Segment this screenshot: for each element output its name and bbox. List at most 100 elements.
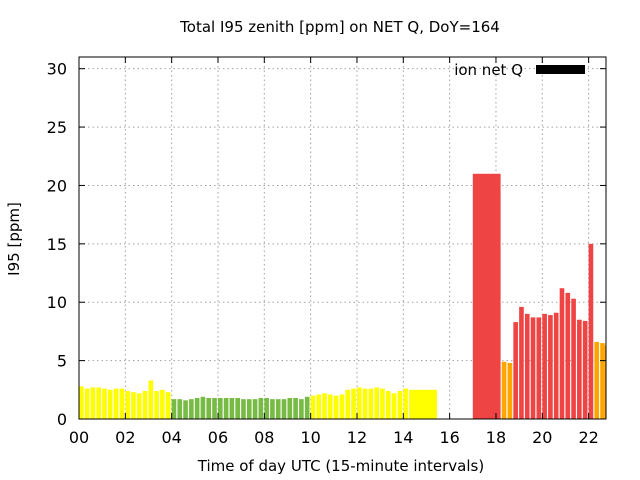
bar	[513, 322, 518, 419]
y-tick-label: 5	[57, 352, 67, 371]
legend: ion net Q	[454, 61, 585, 79]
bar	[252, 399, 258, 419]
bar	[258, 397, 264, 419]
chart-title: Total I95 zenith [ppm] on NET Q, DoY=164	[179, 18, 500, 36]
bar	[264, 397, 269, 419]
bar	[206, 397, 212, 419]
x-tick-label: 06	[208, 428, 228, 447]
bar	[165, 392, 171, 419]
y-tick-label: 10	[47, 293, 67, 312]
bar	[223, 397, 229, 419]
bar	[246, 399, 252, 419]
x-tick-label: 18	[486, 428, 506, 447]
bar	[113, 388, 119, 419]
bar	[582, 320, 588, 419]
bar	[171, 399, 177, 419]
bar	[351, 388, 356, 419]
bar	[594, 341, 600, 419]
bar	[142, 390, 148, 419]
bar	[345, 389, 351, 419]
legend-label: ion net Q	[454, 61, 523, 79]
bar	[107, 389, 113, 419]
bar	[501, 361, 507, 419]
x-tick-label: 08	[254, 428, 274, 447]
bar	[119, 388, 125, 419]
bar	[299, 399, 304, 419]
bar	[154, 390, 159, 419]
bar	[548, 315, 553, 419]
bar	[604, 345, 606, 419]
y-tick-label: 30	[47, 60, 67, 79]
x-tick-label: 10	[300, 428, 320, 447]
bar	[536, 317, 542, 419]
x-tick-label: 20	[532, 428, 552, 447]
bar	[189, 399, 194, 419]
bar	[380, 388, 385, 419]
bar	[148, 380, 154, 419]
bar	[304, 396, 310, 419]
x-tick-label: 02	[115, 428, 135, 447]
x-axis-label: Time of day UTC (15-minute intervals)	[197, 457, 484, 475]
ticks	[78, 57, 606, 420]
x-tick-label: 22	[578, 428, 598, 447]
bar	[79, 386, 84, 419]
y-tick-label: 15	[47, 235, 67, 254]
x-tick-label: 14	[393, 428, 413, 447]
bar	[577, 319, 582, 419]
bar	[281, 399, 287, 419]
bar	[542, 313, 547, 419]
bar	[507, 362, 513, 419]
bar	[559, 288, 565, 419]
bar	[275, 399, 281, 419]
y-axis-label: I95 [ppm]	[5, 202, 23, 276]
bar	[194, 397, 200, 419]
bar	[96, 387, 102, 419]
bar	[588, 243, 594, 419]
bar	[571, 298, 576, 419]
bar	[565, 292, 571, 419]
bar	[102, 388, 107, 419]
bar	[374, 387, 379, 419]
x-tick-label: 16	[439, 428, 459, 447]
bar	[217, 397, 223, 419]
bar	[553, 312, 559, 419]
bar	[160, 389, 165, 419]
bar	[241, 399, 246, 419]
bar	[472, 173, 501, 419]
tick-labels: 0 5 10 15 20 25 30 00 02 04 06 08 10 12 14 16 18 20 22	[47, 60, 599, 447]
bar	[403, 388, 408, 419]
bar	[125, 390, 130, 419]
bar	[212, 397, 217, 419]
bar	[328, 394, 333, 419]
plot-frame	[78, 56, 607, 420]
bar	[339, 394, 345, 419]
bar	[183, 400, 188, 419]
y-tick-label: 25	[47, 118, 67, 137]
bar	[322, 393, 327, 419]
bar	[293, 397, 298, 419]
bar	[600, 343, 605, 419]
bar	[397, 390, 403, 419]
bar	[270, 399, 275, 419]
bar	[530, 317, 536, 419]
bar	[316, 394, 322, 419]
legend-swatch	[536, 65, 585, 74]
bars	[79, 173, 606, 419]
bar	[90, 387, 96, 419]
y-tick-label: 0	[57, 410, 67, 429]
bar	[229, 397, 235, 419]
bar	[385, 390, 391, 419]
bar	[177, 399, 183, 419]
bar	[200, 396, 206, 419]
bar	[333, 395, 339, 419]
bar	[409, 389, 437, 419]
bar	[368, 388, 374, 419]
y-tick-label: 20	[47, 176, 67, 195]
bar	[84, 388, 90, 419]
bar	[287, 397, 293, 419]
bar	[362, 388, 368, 419]
x-tick-label: 04	[161, 428, 181, 447]
bar	[131, 392, 136, 419]
bar	[524, 313, 530, 419]
